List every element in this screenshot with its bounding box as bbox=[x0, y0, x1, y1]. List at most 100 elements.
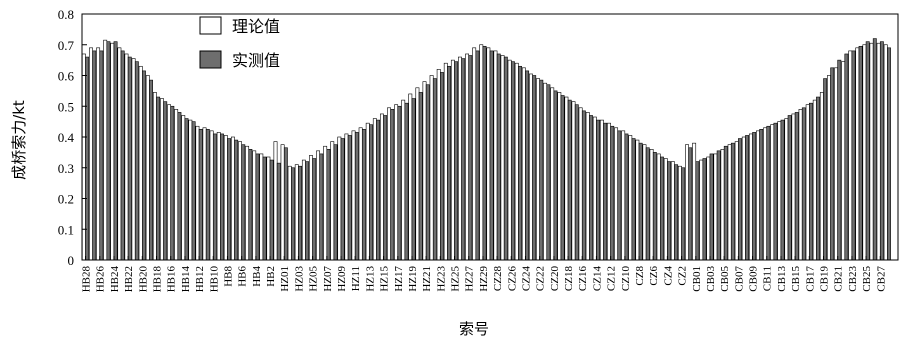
bar-measured-HZ03 bbox=[298, 165, 302, 261]
bar-theory-CB09 bbox=[748, 133, 753, 261]
bar-theory-HB27 bbox=[89, 47, 93, 261]
x-tick-label: CB27 bbox=[875, 266, 887, 292]
x-tick-label: CB03 bbox=[705, 266, 717, 292]
bar-theory-CB13 bbox=[777, 121, 782, 261]
bar-theory-HB24 bbox=[110, 42, 115, 261]
bar-measured-HB14 bbox=[184, 118, 189, 261]
y-tick-label: 0.2 bbox=[58, 192, 74, 207]
x-tick-label: HB6 bbox=[237, 266, 249, 287]
bar-theory-CB01 bbox=[692, 142, 697, 261]
bar-theory-HZ03 bbox=[294, 164, 299, 261]
bar-theory-CB27 bbox=[876, 42, 881, 261]
bar-theory-HZ21 bbox=[422, 81, 427, 261]
legend-item-measured: 实测值 bbox=[199, 50, 280, 70]
bar-measured-CB05 bbox=[723, 145, 728, 261]
x-tick-label: HB24 bbox=[109, 266, 121, 293]
bar-theory-CB15 bbox=[791, 113, 796, 261]
bar-measured-HZ29 bbox=[482, 45, 487, 261]
bar-measured-HB5 bbox=[248, 149, 253, 261]
bar-measured-CZ23 bbox=[532, 75, 537, 261]
bar-measured-HZ23 bbox=[440, 72, 444, 261]
x-tick-label: HB8 bbox=[222, 266, 234, 287]
bar-theory-CB05 bbox=[720, 149, 725, 261]
bar-measured-HB7 bbox=[234, 139, 239, 261]
x-tick-label: CZ16 bbox=[577, 266, 589, 292]
bar-theory-HZ04 bbox=[301, 159, 306, 261]
x-tick-label: HZ17 bbox=[393, 266, 405, 292]
x-tick-label: HB10 bbox=[208, 266, 220, 293]
bar-theory-HB7 bbox=[230, 136, 235, 261]
bar-theory-CZ22 bbox=[536, 78, 540, 261]
x-tick-label: HB4 bbox=[251, 266, 263, 287]
bar-theory-CZ16 bbox=[578, 107, 583, 261]
y-tick-label: 0.3 bbox=[58, 161, 74, 176]
bar-measured-CZ18 bbox=[567, 99, 572, 261]
x-tick-label: CZ18 bbox=[563, 266, 575, 292]
bar-theory-CZ7 bbox=[642, 144, 647, 261]
legend-item-theory: 理论值 bbox=[199, 16, 280, 36]
bar-theory-HZ01 bbox=[280, 144, 285, 261]
bar-measured-HB6 bbox=[241, 144, 246, 261]
bar-theory-HB12 bbox=[195, 125, 200, 261]
bar-theory-HZ02 bbox=[287, 165, 292, 261]
x-tick-label: CB05 bbox=[719, 266, 731, 292]
bar-measured-CB07 bbox=[738, 138, 742, 261]
bar-measured-HB26 bbox=[99, 50, 104, 261]
x-tick-label: HB20 bbox=[137, 266, 149, 293]
bar-measured-CB03 bbox=[709, 153, 714, 261]
x-tick-label: CZ22 bbox=[535, 266, 547, 291]
bar-theory-CZ28 bbox=[493, 50, 498, 261]
bar-measured-CZ29 bbox=[489, 50, 494, 261]
bar-theory-CB23 bbox=[848, 50, 853, 261]
bar-theory-HB18 bbox=[152, 92, 157, 261]
bar-measured-HB1 bbox=[276, 162, 281, 261]
bar-measured-CB09 bbox=[752, 132, 757, 261]
x-tick-label: HZ09 bbox=[336, 266, 348, 292]
bar-measured-CB04 bbox=[716, 150, 721, 261]
bar-theory-CZ12 bbox=[607, 122, 611, 261]
bar-measured-HZ25 bbox=[454, 61, 459, 261]
bar-measured-CZ8 bbox=[638, 142, 643, 261]
x-tick-label: CZ6 bbox=[648, 266, 660, 286]
bar-measured-HB25 bbox=[106, 41, 111, 261]
bar-measured-CB02 bbox=[702, 158, 707, 261]
bar-theory-CZ6 bbox=[649, 149, 654, 261]
bar-theory-CZ17 bbox=[571, 101, 576, 261]
x-tick-label: CZ24 bbox=[520, 266, 532, 292]
bar-measured-HZ14 bbox=[376, 119, 381, 261]
bar-theory-CB12 bbox=[770, 124, 775, 261]
bar-theory-HZ27 bbox=[465, 53, 470, 261]
bar-measured-HZ24 bbox=[447, 65, 451, 261]
bar-theory-HB21 bbox=[131, 58, 136, 261]
bar-measured-CB27 bbox=[879, 41, 884, 261]
bar-theory-HB1 bbox=[273, 141, 278, 261]
bar-measured-CB01 bbox=[695, 161, 700, 261]
bar-theory-HB9 bbox=[216, 132, 221, 261]
bar-theory-HB23 bbox=[117, 47, 122, 261]
bar-theory-HZ24 bbox=[443, 62, 448, 261]
bar-measured-CB14 bbox=[787, 115, 792, 261]
x-tick-label: HZ11 bbox=[350, 266, 362, 291]
x-tick-label: CB07 bbox=[733, 266, 745, 292]
bar-measured-CB22 bbox=[844, 53, 849, 261]
x-tick-label: HZ25 bbox=[450, 266, 462, 292]
bar-theory-CZ21 bbox=[543, 82, 548, 261]
bar-measured-HB24 bbox=[113, 41, 118, 261]
bar-theory-HZ28 bbox=[472, 47, 477, 261]
x-tick-label: CZ4 bbox=[662, 266, 674, 286]
bar-measured-HB27 bbox=[92, 50, 97, 261]
bar-measured-CZ20 bbox=[553, 90, 558, 261]
bar-measured-HZ09 bbox=[340, 138, 345, 261]
x-tick-label: CB17 bbox=[804, 266, 816, 292]
bar-measured-CZ10 bbox=[624, 133, 629, 261]
bar-measured-CB28 bbox=[887, 47, 891, 261]
bar-measured-HZ28 bbox=[475, 50, 480, 261]
y-tick-label: 0.1 bbox=[58, 222, 74, 237]
bar-measured-CZ22 bbox=[539, 79, 544, 261]
bar-theory-HB6 bbox=[238, 141, 242, 261]
x-tick-label: CZ10 bbox=[620, 266, 632, 292]
bar-theory-HZ15 bbox=[379, 113, 384, 261]
bar-measured-HB4 bbox=[255, 153, 260, 261]
legend: 理论值 实测值 bbox=[199, 16, 280, 70]
x-axis: HB28 HB26 HB24 HB22 HB20 HB18 HB16 HB14 HB12 HB10… bbox=[81, 256, 887, 293]
